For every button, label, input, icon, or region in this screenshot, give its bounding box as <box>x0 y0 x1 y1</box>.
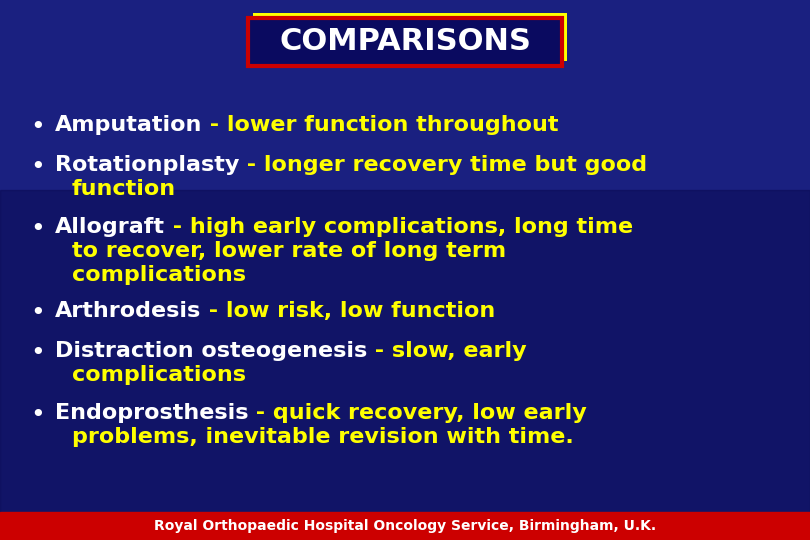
FancyBboxPatch shape <box>253 13 567 61</box>
Text: •: • <box>31 217 45 241</box>
Text: - slow, early: - slow, early <box>367 341 526 361</box>
Text: Royal Orthopaedic Hospital Oncology Service, Birmingham, U.K.: Royal Orthopaedic Hospital Oncology Serv… <box>154 519 656 533</box>
Text: Endoprosthesis: Endoprosthesis <box>55 403 249 423</box>
Text: •: • <box>31 341 45 365</box>
Text: Rotationplasty: Rotationplasty <box>55 155 240 175</box>
Text: •: • <box>31 403 45 427</box>
Text: Arthrodesis: Arthrodesis <box>55 301 201 321</box>
Text: - high early complications, long time: - high early complications, long time <box>165 217 633 237</box>
Text: complications: complications <box>72 365 246 385</box>
Text: - lower function throughout: - lower function throughout <box>202 115 559 135</box>
Text: COMPARISONS: COMPARISONS <box>279 28 531 57</box>
Text: to recover, lower rate of long term: to recover, lower rate of long term <box>72 241 506 261</box>
Text: Distraction osteogenesis: Distraction osteogenesis <box>55 341 367 361</box>
Text: - low risk, low function: - low risk, low function <box>201 301 496 321</box>
Text: •: • <box>31 301 45 325</box>
Text: Allograft: Allograft <box>55 217 165 237</box>
Text: - longer recovery time but good: - longer recovery time but good <box>240 155 647 175</box>
Text: - quick recovery, low early: - quick recovery, low early <box>249 403 587 423</box>
Text: complications: complications <box>72 265 246 285</box>
Text: •: • <box>31 155 45 179</box>
Text: function: function <box>72 179 176 199</box>
FancyBboxPatch shape <box>248 18 562 66</box>
Text: Amputation: Amputation <box>55 115 202 135</box>
Bar <box>0 190 810 540</box>
Bar <box>0 512 810 540</box>
Text: problems, inevitable revision with time.: problems, inevitable revision with time. <box>72 427 573 447</box>
Text: •: • <box>31 115 45 139</box>
